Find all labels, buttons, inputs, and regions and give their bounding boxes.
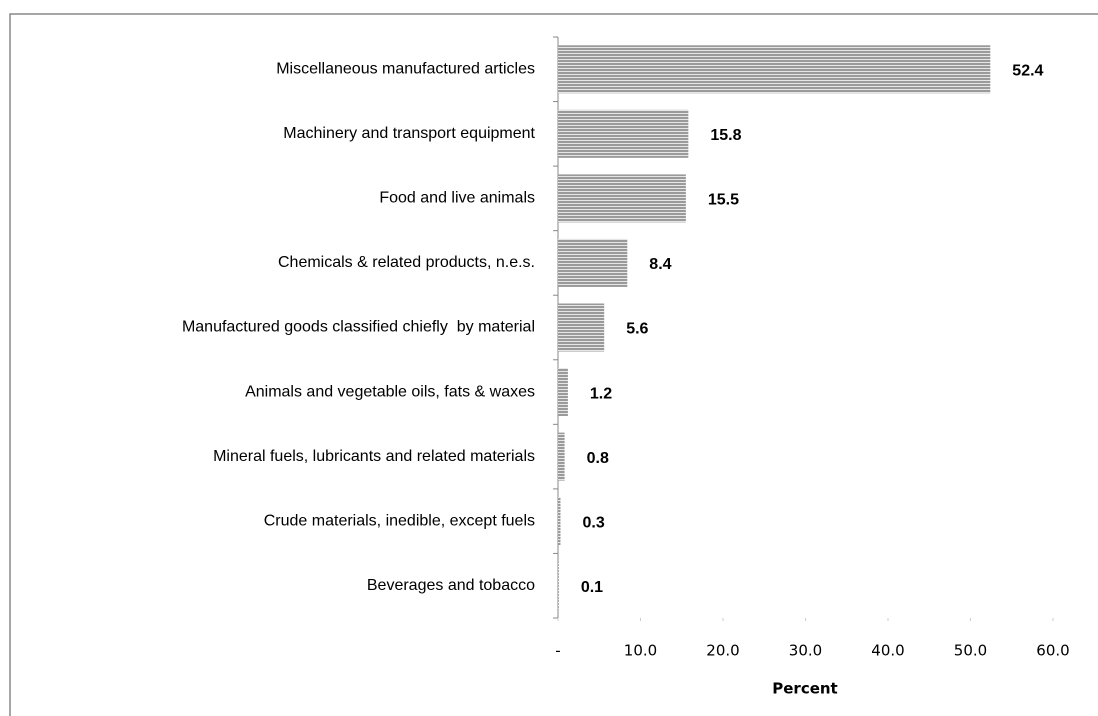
x-tick-label: 60.0 (1036, 642, 1069, 660)
y-tick-label: Food and live animals (379, 190, 535, 207)
bar (558, 303, 605, 352)
value-label: 0.8 (587, 450, 609, 467)
bar (558, 368, 568, 417)
x-tick-label: 50.0 (954, 642, 987, 660)
y-tick-label: Animals and vegetable oils, fats & waxes (245, 383, 535, 400)
y-tick-label: Miscellaneous manufactured articles (276, 60, 535, 77)
y-tick-label: Mineral fuels, lubricants and related ma… (213, 448, 535, 465)
value-label: 1.2 (590, 385, 612, 402)
value-label: 52.4 (1012, 62, 1043, 79)
y-tick-label: Crude materials, inedible, except fuels (264, 512, 535, 529)
bar (558, 45, 991, 94)
x-tick-label: 30.0 (789, 642, 822, 660)
x-tick-label: 10.0 (624, 642, 657, 660)
y-tick-label: Manufactured goods classified chiefly by… (182, 319, 535, 336)
value-label: 8.4 (649, 256, 671, 273)
value-label: 15.8 (710, 127, 741, 144)
bar (558, 174, 686, 223)
value-label: 0.3 (582, 514, 604, 531)
x-tick-label: 20.0 (706, 642, 739, 660)
bar (558, 109, 689, 158)
value-label: 15.5 (708, 192, 739, 209)
x-axis-title: Percent (772, 680, 837, 698)
bar (558, 432, 565, 481)
bar (558, 497, 561, 546)
value-label: 0.1 (581, 579, 603, 596)
y-tick-label: Beverages and tobacco (367, 577, 535, 594)
y-tick-label: Chemicals & related products, n.e.s. (278, 254, 535, 271)
y-tick-label: Machinery and transport equipment (283, 125, 535, 142)
bar (558, 238, 628, 287)
x-tick-label: 40.0 (871, 642, 904, 660)
frame (9, 13, 1098, 716)
value-label: 5.6 (626, 321, 648, 338)
bar (558, 561, 559, 610)
x-tick-label: - (555, 642, 560, 660)
